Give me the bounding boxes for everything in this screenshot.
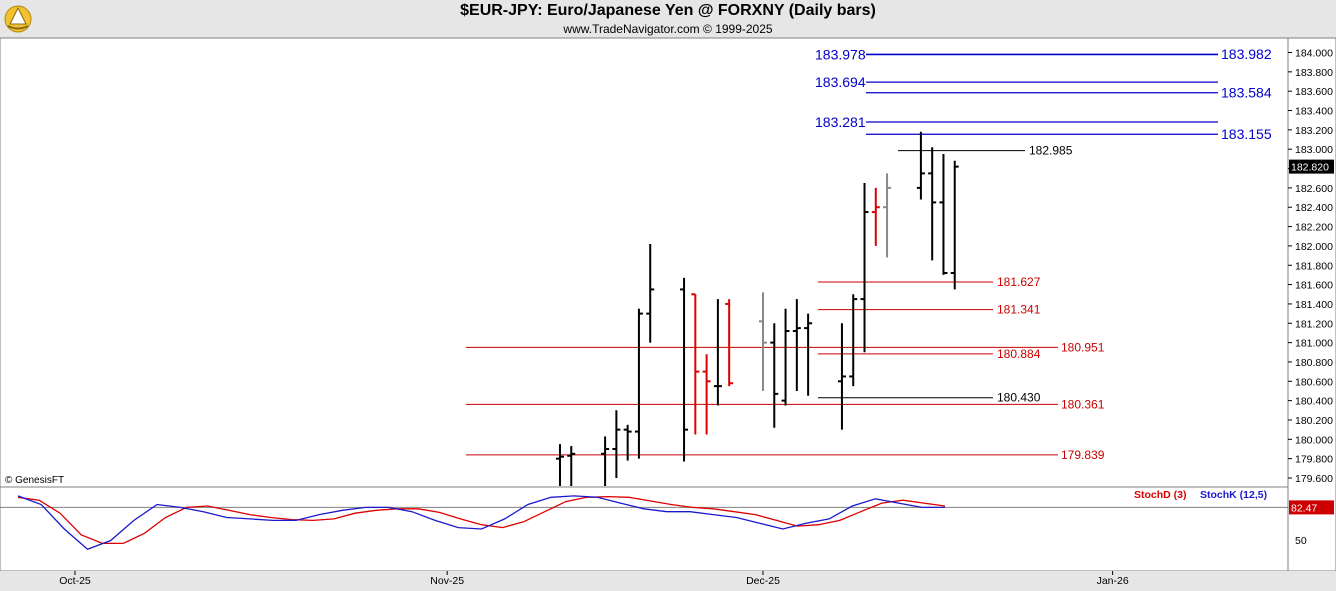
x-tick-label: Jan-26	[1097, 575, 1129, 587]
y-tick-label: 180.800	[1295, 357, 1333, 369]
y-tick-label: 180.400	[1295, 396, 1333, 408]
price-level-label: 180.361	[1061, 397, 1105, 411]
y-tick-label: 181.000	[1295, 338, 1333, 350]
y-tick-label: 182.000	[1295, 241, 1333, 253]
price-level-label: 182.985	[1029, 144, 1073, 158]
y-tick-label: 182.600	[1295, 183, 1333, 195]
ohlc-bar[interactable]	[680, 277, 689, 462]
y-tick-label: 183.400	[1295, 106, 1333, 118]
price-level-label: 183.281	[815, 114, 866, 130]
y-tick-label: 181.400	[1295, 299, 1333, 311]
chart-title: $EUR-JPY: Euro/Japanese Yen @ FORXNY (Da…	[460, 2, 876, 19]
price-panel	[0, 37, 1289, 488]
y-tick-label: 182.400	[1295, 202, 1333, 214]
ohlc-bar[interactable]	[702, 354, 711, 435]
ohlc-bar[interactable]	[646, 243, 655, 343]
ohlc-bar[interactable]	[725, 299, 734, 387]
x-tick-label: Oct-25	[59, 575, 91, 587]
chart-header	[0, 0, 1336, 38]
stoch-legend-k: StochK (12,5)	[1200, 489, 1267, 501]
stoch-series-line	[17, 495, 946, 545]
x-tick-label: Nov-25	[430, 575, 464, 587]
y-tick-label: 180.200	[1295, 415, 1333, 427]
price-level-label: 183.978	[815, 47, 866, 63]
stoch-last-badge	[1289, 500, 1334, 515]
y-tick-label: 183.000	[1295, 144, 1333, 156]
y-tick-label: 183.200	[1295, 125, 1333, 137]
ohlc-bar[interactable]	[928, 147, 937, 261]
ohlc-bar[interactable]	[871, 187, 880, 246]
stoch-tick-label: 50	[1295, 535, 1307, 547]
ohlc-bar[interactable]	[601, 436, 610, 486]
ohlc-bar[interactable]	[860, 183, 869, 353]
y-tick-label: 183.600	[1295, 86, 1333, 98]
y-tick-label: 183.800	[1295, 67, 1333, 79]
price-level-label: 183.155	[1221, 126, 1272, 142]
y-tick-label: 181.800	[1295, 260, 1333, 272]
ohlc-bar[interactable]	[634, 308, 643, 459]
ohlc-bar[interactable]	[691, 293, 700, 435]
ohlc-bar[interactable]	[567, 446, 576, 486]
y-tick-label: 184.000	[1295, 48, 1333, 60]
copyright-text: © GenesisFT	[5, 475, 64, 486]
y-tick-label: 179.800	[1295, 454, 1333, 466]
ohlc-bar[interactable]	[623, 424, 632, 461]
trade-navigator-logo-icon[interactable]	[2, 2, 34, 34]
stoch-last-label: 82.47	[1291, 502, 1317, 514]
ohlc-bar[interactable]	[759, 292, 767, 391]
ohlc-bar[interactable]	[612, 410, 621, 478]
last-price-label: 182.820	[1291, 162, 1329, 174]
ohlc-bar[interactable]	[804, 313, 813, 396]
ohlc-bar[interactable]	[713, 299, 722, 406]
x-axis-panel	[0, 571, 1336, 591]
chart-subtitle: www.TradeNavigator.com © 1999-2025	[563, 22, 773, 36]
y-tick-label: 181.600	[1295, 280, 1333, 292]
ohlc-bar[interactable]	[916, 131, 925, 200]
price-level-label: 180.884	[997, 347, 1041, 361]
price-level-label: 183.584	[1221, 85, 1272, 101]
ohlc-bar[interactable]	[950, 160, 959, 290]
x-tick-label: Dec-25	[746, 575, 780, 587]
y-tick-label: 181.200	[1295, 318, 1333, 330]
last-price-badge	[1289, 159, 1334, 174]
stochastic-panel	[0, 486, 1289, 572]
ohlc-bar[interactable]	[792, 299, 801, 391]
ohlc-bar[interactable]	[770, 323, 779, 428]
price-level-label: 181.627	[997, 275, 1041, 289]
price-level-label: 179.839	[1061, 448, 1105, 462]
ohlc-bar[interactable]	[849, 294, 858, 387]
price-level-label: 183.694	[815, 74, 866, 90]
y-tick-label: 182.200	[1295, 222, 1333, 234]
stoch-series-line	[17, 495, 945, 550]
price-level-label: 183.982	[1221, 46, 1272, 62]
y-tick-label: 180.600	[1295, 376, 1333, 388]
stoch-legend-d: StochD (3)	[1134, 489, 1187, 501]
y-tick-label: 180.000	[1295, 434, 1333, 446]
price-level-label: 180.951	[1061, 340, 1105, 354]
price-level-label: 180.430	[997, 391, 1041, 405]
ohlc-bar[interactable]	[781, 308, 790, 406]
ohlc-bar[interactable]	[837, 323, 846, 430]
ohlc-bar[interactable]	[555, 444, 564, 486]
y-tick-label: 179.600	[1295, 473, 1333, 485]
price-level-label: 181.341	[997, 303, 1041, 317]
ohlc-bar[interactable]	[939, 154, 948, 275]
ohlc-bar[interactable]	[883, 173, 892, 258]
